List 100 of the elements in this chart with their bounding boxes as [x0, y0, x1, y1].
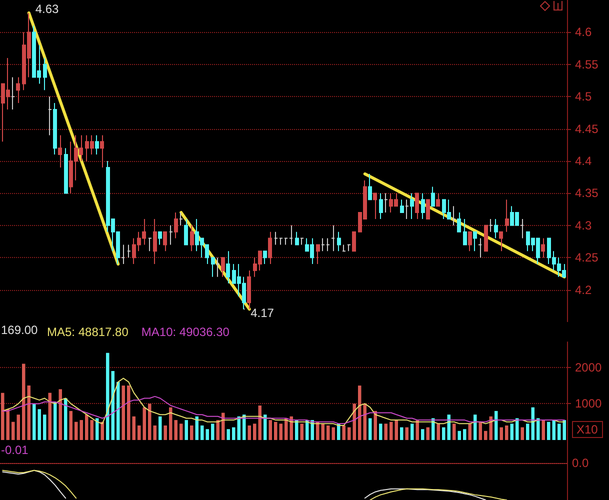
bar	[342, 425, 346, 440]
candlestick	[316, 244, 320, 265]
y-tick-label: 4.45	[575, 122, 599, 136]
bar	[463, 429, 466, 440]
candlestick	[43, 57, 47, 91]
bar	[510, 424, 514, 440]
candlestick	[494, 218, 498, 239]
candlestick	[263, 250, 267, 265]
annotation: 4.17	[250, 306, 274, 320]
candlestick	[53, 102, 57, 156]
candlestick	[436, 192, 440, 207]
annotation: 4.63	[35, 2, 60, 16]
bar	[536, 418, 540, 440]
candlestick	[520, 218, 524, 239]
bar	[405, 427, 409, 440]
candlestick	[505, 199, 509, 232]
candlestick	[300, 238, 304, 246]
candlestick	[48, 96, 52, 136]
candlestick	[463, 218, 467, 246]
candlestick	[431, 186, 435, 207]
y-tick-label: 4.4	[575, 154, 592, 168]
candlestick	[337, 231, 341, 252]
bar	[500, 427, 504, 440]
ref-line-label: 0.0	[572, 456, 590, 470]
bar	[505, 425, 508, 440]
candlestick	[347, 244, 351, 252]
candlestick	[64, 148, 68, 194]
bar	[374, 410, 378, 440]
y-tick-label: 4.6	[575, 25, 592, 40]
candlestick	[158, 231, 162, 246]
bar	[264, 414, 267, 440]
bar	[436, 424, 440, 440]
bar	[379, 424, 382, 440]
candlestick	[415, 192, 419, 220]
candlestick	[226, 250, 230, 284]
candlestick	[499, 231, 503, 252]
candlestick	[405, 199, 409, 220]
y-tick-label: 4.3	[575, 218, 592, 232]
candlestick	[331, 224, 335, 252]
candlestick	[321, 238, 325, 252]
line-series	[2, 396, 565, 424]
candlestick	[426, 199, 430, 220]
candlestick	[127, 244, 131, 258]
bar	[222, 412, 225, 440]
bar	[494, 410, 498, 440]
bar	[384, 424, 388, 440]
bar	[48, 392, 52, 440]
bar	[478, 422, 482, 440]
bar	[515, 418, 519, 440]
bar	[416, 420, 420, 440]
bar	[410, 424, 414, 440]
candlestick	[148, 238, 152, 252]
candlestick	[489, 218, 493, 232]
text: X10	[576, 422, 598, 436]
candlestick	[373, 192, 377, 220]
bar	[54, 402, 57, 440]
candlestick	[379, 192, 383, 220]
bar	[426, 427, 430, 440]
bar	[164, 425, 168, 440]
candlestick	[179, 212, 183, 226]
bar	[452, 424, 456, 440]
text: MA5: 48817.80	[47, 325, 129, 339]
bar	[100, 422, 104, 440]
y-tick-label: 4.25	[575, 250, 599, 265]
bar	[122, 386, 126, 440]
bar	[158, 416, 162, 440]
candlestick	[478, 238, 482, 258]
candlestick	[284, 238, 288, 246]
y-tick-label: 4.55	[575, 57, 599, 72]
bar	[226, 429, 230, 440]
bar	[69, 410, 73, 440]
candlestick	[174, 212, 178, 239]
text: 169.00	[1, 323, 38, 337]
bar	[542, 420, 545, 440]
candlestick	[153, 218, 157, 265]
bar	[295, 420, 298, 440]
bar	[368, 418, 372, 440]
candlestick	[484, 224, 488, 252]
candlestick	[268, 231, 272, 265]
line-series	[2, 378, 565, 426]
candlestick	[421, 192, 425, 220]
bar	[400, 427, 404, 440]
candlestick	[457, 212, 461, 232]
candlestick	[541, 238, 545, 258]
bar	[468, 424, 472, 440]
bar	[421, 429, 424, 440]
candlestick	[95, 134, 99, 156]
bar	[211, 424, 214, 440]
candlestick	[352, 231, 356, 252]
y-tick-label: 4.35	[575, 186, 599, 200]
bar	[248, 425, 252, 440]
y-tick-label: 2000	[575, 360, 602, 374]
y-tick-label: 4.2	[575, 282, 592, 297]
candlestick	[400, 199, 404, 214]
candlestick	[410, 192, 414, 220]
bar	[58, 389, 62, 440]
y-tick-label: 1000	[575, 396, 602, 411]
y-tick-label: 4.5	[575, 90, 592, 104]
bar	[180, 424, 183, 440]
bar	[43, 414, 46, 440]
